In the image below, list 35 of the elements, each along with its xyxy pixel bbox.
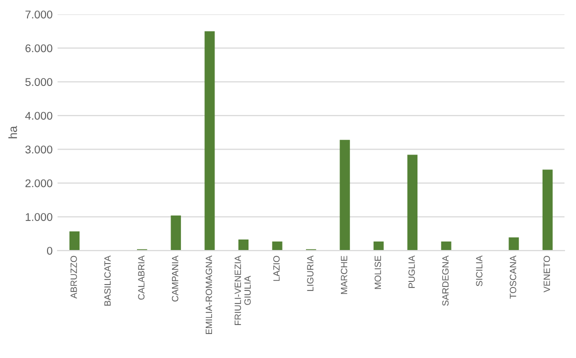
x-tick-label: LAZIO <box>273 256 280 281</box>
y-tick-label: 0 <box>46 246 52 255</box>
bar <box>272 241 282 251</box>
x-tick-label: CAMPANIA <box>172 255 178 302</box>
y-tick-label: 3.000 <box>25 146 52 154</box>
y-tick-label: 4.000 <box>25 112 52 120</box>
y-tick-label: 5.000 <box>25 78 52 86</box>
y-tick-label: 2.000 <box>25 179 52 188</box>
x-tick-label: FRIULI-VENEZIA GIULIA <box>234 255 251 325</box>
y-tick-label: 7.000 <box>26 10 52 18</box>
bar <box>170 215 181 251</box>
x-tick-label: MARCHE <box>340 256 348 294</box>
bar <box>340 140 350 251</box>
bar <box>407 154 418 251</box>
x-tick-label: EMILIA-ROMAGNA <box>206 255 212 334</box>
x-tick-label: PUGLIA <box>408 255 415 288</box>
y-tick-label: 6.000 <box>26 44 52 52</box>
bar <box>374 241 384 251</box>
x-tick-label: SARDEGNA <box>442 255 449 306</box>
bar <box>238 239 249 251</box>
x-tick-label: SICILIA <box>476 255 482 286</box>
x-tick-label: CALABRIA <box>138 255 145 300</box>
x-tick-label: MOLISE <box>374 256 382 289</box>
x-tick-label: BASILICATA <box>104 255 111 306</box>
bar <box>542 170 553 251</box>
bar <box>204 31 215 251</box>
bar <box>69 231 80 251</box>
y-axis-title: ha <box>8 126 18 138</box>
bar <box>441 241 452 251</box>
x-tick-label: VENETO <box>544 256 550 292</box>
y-tick-label: 1.000 <box>26 213 52 221</box>
x-tick-label: LIGURIA <box>307 255 314 291</box>
bar <box>508 237 519 251</box>
x-tick-label: ABRUZZO <box>70 256 77 299</box>
x-tick-label: TOSCANA <box>510 255 516 299</box>
